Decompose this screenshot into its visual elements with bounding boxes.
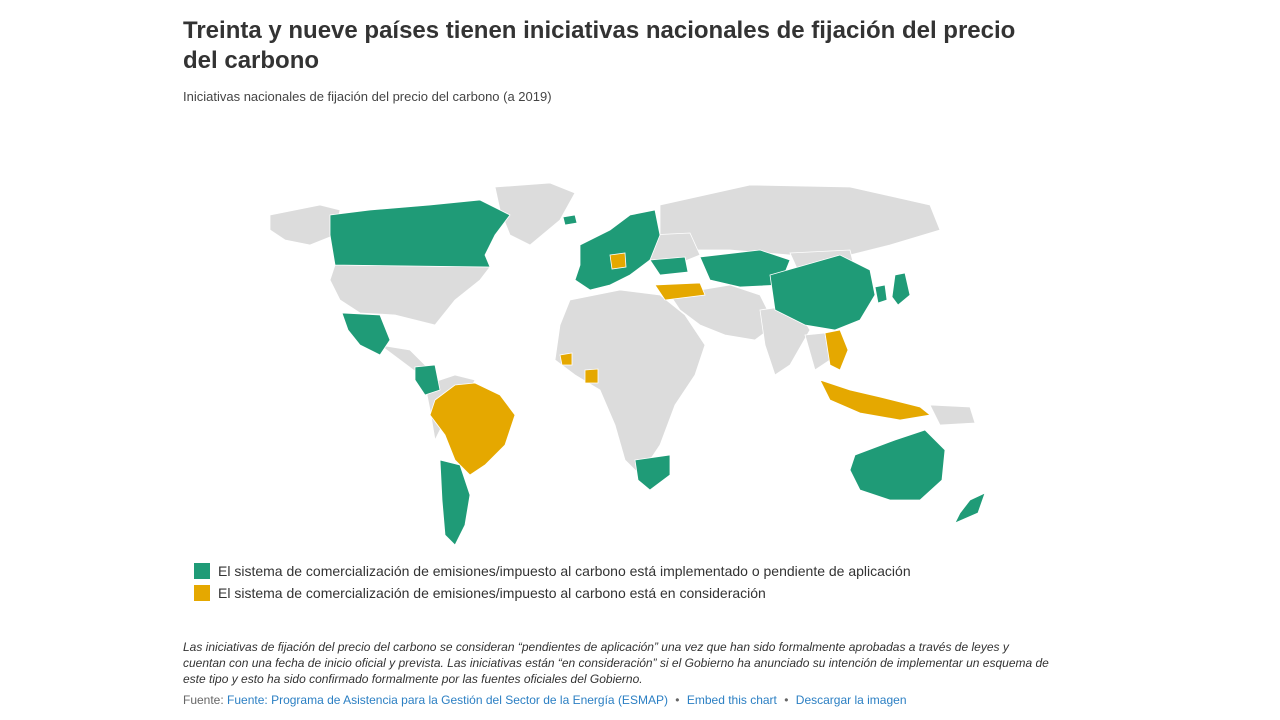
map-country-cote-divoire — [584, 368, 599, 384]
legend-item-implemented: El sistema de comercialización de emisio… — [194, 560, 911, 582]
map-country-chile-argentina — [439, 459, 471, 546]
map-country-korea — [874, 284, 888, 304]
map-country-russia — [659, 184, 941, 256]
map-country-senegal — [559, 352, 573, 366]
separator: • — [784, 693, 789, 707]
map-region-eu — [574, 209, 661, 291]
legend-swatch-implemented — [194, 563, 210, 579]
world-map — [269, 182, 986, 546]
map-country-usa-alaska — [269, 204, 341, 246]
map-country-japan — [891, 272, 911, 306]
legend-swatch-consideration — [194, 585, 210, 601]
download-image-link[interactable]: Descargar la imagen — [795, 693, 907, 707]
chart-title: Treinta y nueve países tienen iniciativa… — [183, 17, 1016, 74]
map-region-africa — [554, 289, 706, 476]
legend-item-consideration: El sistema de comercialización de emisio… — [194, 582, 911, 604]
map-country-australia — [849, 429, 946, 501]
source-link[interactable]: Fuente: Programa de Asistencia para la G… — [227, 693, 668, 707]
map-country-china — [769, 254, 876, 331]
map-country-iceland — [562, 214, 578, 226]
map-country-usa — [329, 264, 491, 326]
map-region-middle-east — [669, 284, 776, 341]
map-country-ukraine — [649, 256, 689, 276]
map-country-mexico — [341, 312, 391, 356]
map-country-turkey — [654, 282, 706, 301]
legend-label-implemented: El sistema de comercialización de emisio… — [218, 563, 911, 579]
map-country-south-africa — [634, 454, 671, 491]
map-country-papua — [929, 404, 976, 426]
source-line: Fuente: Fuente: Programa de Asistencia p… — [183, 693, 907, 707]
source-prefix: Fuente: — [183, 693, 224, 707]
legend-label-consideration: El sistema de comercialización de emisio… — [218, 585, 766, 601]
map-country-indonesia — [819, 379, 931, 421]
map-legend: El sistema de comercialización de emisio… — [194, 560, 911, 604]
map-country-new-zealand — [954, 492, 986, 524]
embed-chart-link[interactable]: Embed this chart — [686, 693, 777, 707]
chart-subtitle: Iniciativas nacionales de fijación del p… — [183, 89, 552, 104]
map-country-thailand-vietnam — [824, 329, 849, 371]
map-country-colombia — [414, 364, 441, 396]
separator: • — [675, 693, 680, 707]
map-country-switzerland — [609, 252, 627, 270]
footnote: Las iniciativas de fijación del precio d… — [183, 640, 1049, 686]
map-country-brazil — [429, 382, 516, 476]
map-country-canada — [329, 199, 511, 268]
